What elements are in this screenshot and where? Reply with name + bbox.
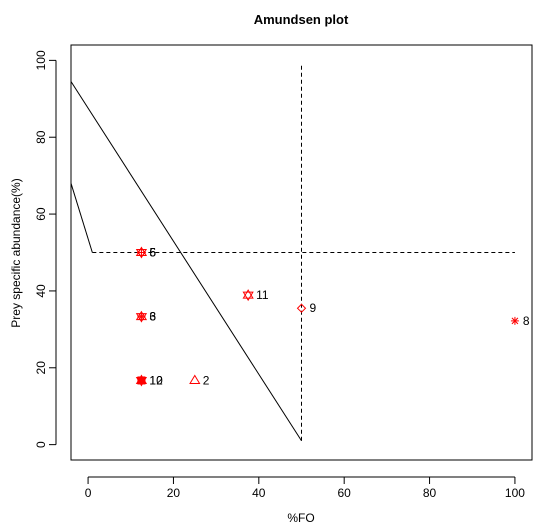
x-tick-label: 0: [85, 486, 92, 500]
data-point: [510, 316, 519, 325]
point-label: 9: [310, 301, 317, 315]
y-tick-label: 40: [34, 284, 48, 298]
y-axis-label: Prey specific abundance(%): [9, 178, 23, 327]
chart-title: Amundsen plot: [254, 12, 349, 27]
y-tick-label: 20: [34, 361, 48, 375]
y-tick-label: 0: [34, 441, 48, 448]
point-label: 6: [149, 310, 156, 324]
solid-boundary-line: [70, 81, 302, 442]
point-label: 11: [256, 288, 269, 302]
data-point: [135, 310, 148, 323]
y-tick-label: 60: [34, 207, 48, 221]
x-tick-label: 60: [338, 486, 352, 500]
reference-lines: [70, 64, 515, 442]
point-label: 6: [149, 246, 156, 260]
x-tick-label: 100: [505, 486, 525, 500]
plot-frame: [70, 44, 533, 461]
data-point: [189, 374, 201, 384]
x-tick-label: 80: [423, 486, 437, 500]
data-point: [242, 289, 254, 302]
solid-boundary-line: [70, 183, 93, 253]
point-label: 2: [203, 373, 210, 387]
x-tick-label: 20: [167, 486, 181, 500]
point-label: 5: [149, 246, 156, 260]
x-axis-label: %FO: [287, 511, 314, 525]
data-point: [135, 246, 148, 259]
y-tick-label: 80: [34, 130, 48, 144]
x-tick-label: 40: [252, 486, 266, 500]
data-points: [135, 246, 519, 387]
point-label: 12: [149, 373, 163, 387]
point-label: 3: [149, 310, 156, 324]
data-point: [135, 374, 148, 387]
point-label: 8: [523, 314, 530, 328]
y-axis: 0 20 40 60 80 100: [34, 50, 57, 448]
y-tick-label: 100: [34, 50, 48, 70]
point-label: 10: [149, 373, 163, 387]
x-axis: 0 20 40 60 80 100: [85, 476, 525, 500]
data-point: [296, 303, 307, 313]
